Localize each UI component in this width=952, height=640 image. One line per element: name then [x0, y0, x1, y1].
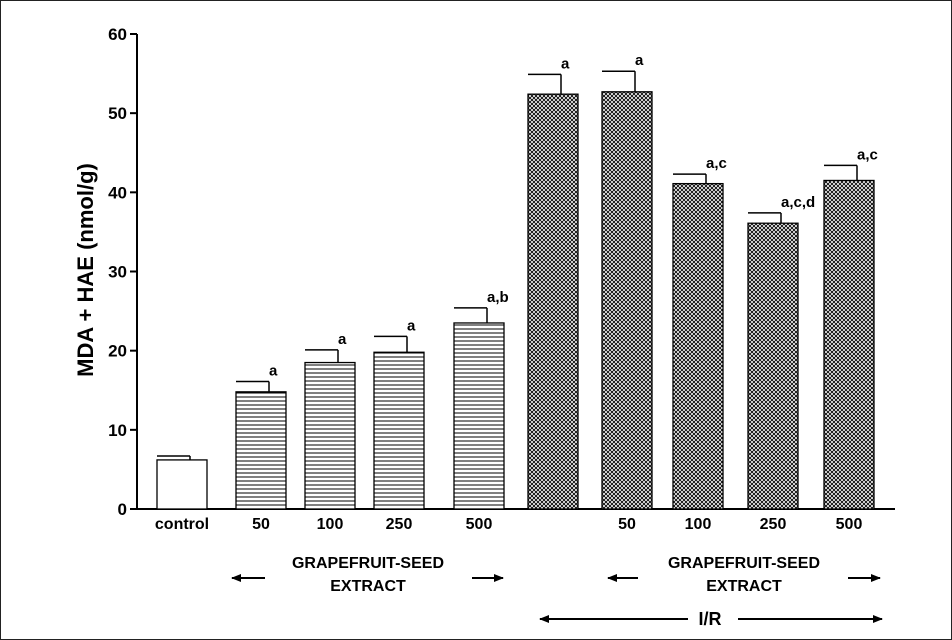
- bar: [453, 322, 505, 510]
- bars-layer: a a a a,b a a a,c a,c,d a,c: [156, 52, 878, 510]
- x-tick-label: 100: [317, 516, 344, 533]
- significance-label: a,b: [487, 289, 509, 306]
- significance-label: a,c: [857, 146, 878, 163]
- significance-label: a: [561, 55, 570, 72]
- bar: [235, 391, 287, 510]
- y-axis-label: MDA + HAE (nmol/g): [73, 163, 98, 377]
- ir-label: I/R: [698, 609, 721, 629]
- y-tick-label: 20: [108, 342, 127, 361]
- bar: [304, 361, 356, 510]
- y-tick-label: 50: [108, 104, 127, 123]
- x-tick-label: 500: [466, 516, 493, 533]
- group-label-left-line2: EXTRACT: [330, 578, 406, 595]
- bar: [823, 179, 875, 510]
- y-tick-label: 40: [108, 183, 127, 202]
- x-tick-label: 250: [760, 516, 787, 533]
- group-label-right: GRAPEFRUIT-SEED EXTRACT: [607, 555, 881, 595]
- group-label-left-line1: GRAPEFRUIT-SEED: [292, 555, 444, 572]
- x-tick-label: 50: [618, 516, 636, 533]
- y-tick-label: 0: [118, 500, 127, 519]
- significance-label: a: [407, 317, 416, 334]
- x-tick-labels: control 50 100 250 500 50 100 250 500: [155, 516, 863, 533]
- group-label-right-line2: EXTRACT: [706, 578, 782, 595]
- bar: [601, 91, 653, 510]
- significance-label: a,c: [706, 155, 727, 172]
- significance-label: a,c,d: [781, 194, 815, 211]
- group-label-left: GRAPEFRUIT-SEED EXTRACT: [231, 555, 504, 595]
- significance-label: a: [338, 331, 347, 348]
- y-tick-label: 10: [108, 421, 127, 440]
- bar: [672, 182, 724, 510]
- x-tick-label: 100: [685, 516, 712, 533]
- y-tick-label: 30: [108, 263, 127, 282]
- x-tick-label: control: [155, 516, 209, 533]
- x-tick-label: 250: [386, 516, 413, 533]
- bar: [373, 351, 425, 510]
- x-tick-label: 500: [836, 516, 863, 533]
- y-tick-label: 60: [108, 25, 127, 44]
- x-tick-label: 50: [252, 516, 270, 533]
- significance-label: a: [269, 363, 278, 380]
- bar: [156, 459, 208, 510]
- bar: [747, 222, 799, 510]
- bar: [527, 93, 579, 510]
- ir-bracket: I/R: [539, 609, 883, 629]
- significance-label: a: [635, 52, 644, 69]
- group-label-right-line1: GRAPEFRUIT-SEED: [668, 555, 820, 572]
